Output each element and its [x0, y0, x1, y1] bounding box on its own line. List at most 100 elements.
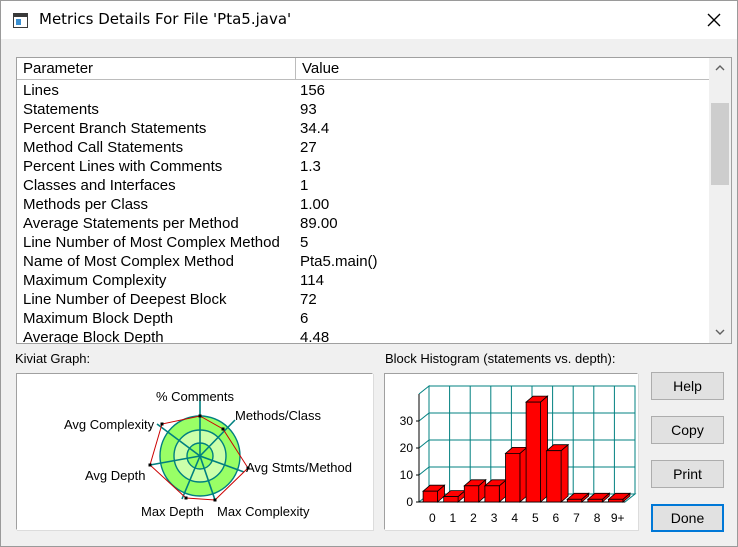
kiviat-graph-svg: % Comments Methods/Class Avg Stmts/Metho…	[64, 389, 352, 519]
help-button[interactable]: Help	[651, 372, 724, 400]
copy-button[interactable]: Copy	[651, 416, 724, 444]
value-cell: 1.00	[300, 196, 330, 213]
histogram-y-tick-label: 10	[400, 468, 414, 482]
list-item[interactable]: Line Number of Most Complex Method 5	[17, 233, 709, 252]
kiviat-graph: % Comments Methods/Class Avg Stmts/Metho…	[16, 373, 373, 530]
kiviat-axis-line	[149, 455, 201, 466]
block-histogram: 0 10 20 30 0 1 2 3 4 5 6 7 8 9+	[384, 373, 638, 530]
value-cell: 93	[300, 101, 317, 118]
histogram-x-tick-label: 3	[491, 511, 498, 525]
list-item[interactable]: Statements 93	[17, 100, 709, 119]
kiviat-vertex	[184, 496, 188, 500]
kiviat-points	[148, 414, 250, 502]
histogram-bar	[463, 485, 480, 503]
list-item[interactable]: Average Block Depth 4.48	[17, 328, 709, 344]
print-button[interactable]: Print	[651, 460, 724, 488]
kiviat-axis-label-avg-depth: Avg Depth	[85, 468, 145, 483]
value-cell: 4.48	[300, 329, 330, 344]
histogram-bar-side	[560, 443, 569, 503]
value-cell: 114	[300, 272, 324, 289]
kiviat-polygon	[149, 415, 249, 501]
histogram-x-tick-label: 8	[594, 511, 601, 525]
chevron-up-icon	[715, 65, 725, 71]
histogram-bar	[546, 450, 562, 503]
kiviat-axis-label-comments: % Comments	[156, 389, 235, 404]
value-cell: 5	[300, 234, 309, 251]
kiviat-label: Kiviat Graph:	[15, 351, 91, 366]
histogram-label: Block Histogram (statements vs. depth):	[385, 351, 616, 366]
app-window-icon	[13, 13, 28, 28]
column-header-value[interactable]: Value	[302, 60, 340, 77]
parameter-cell: Average Statements per Method	[23, 215, 239, 232]
kiviat-vertex	[148, 463, 152, 467]
kiviat-axis-line	[199, 455, 245, 473]
list-item[interactable]: Methods per Class 1.00	[17, 195, 709, 214]
parameter-cell: Method Call Statements	[23, 139, 184, 156]
metrics-list[interactable]: Parameter Value Lines 156 Statements 93 Perc…	[16, 57, 732, 344]
parameter-cell: Classes and Interfaces	[23, 177, 176, 194]
list-item[interactable]: Lines 156	[17, 81, 709, 100]
value-cell: 1.3	[300, 158, 321, 175]
kiviat-axis-label-max-depth: Max Depth	[141, 504, 204, 519]
window-title: Metrics Details For File 'Pta5.java'	[39, 10, 292, 28]
scroll-up-button[interactable]	[709, 58, 731, 78]
kiviat-vertex	[198, 414, 202, 418]
kiviat-axis-label-avg-stmts: Avg Stmts/Method	[246, 460, 352, 475]
list-item[interactable]: Average Statements per Method 89.00	[17, 214, 709, 233]
histogram-x-tick-label: 5	[532, 511, 539, 525]
kiviat-axis-line	[199, 419, 236, 457]
title-bar[interactable]: Metrics Details For File 'Pta5.java'	[1, 1, 737, 39]
list-item[interactable]: Percent Lines with Comments 1.3	[17, 157, 709, 176]
histogram-bar	[566, 498, 583, 503]
close-button[interactable]	[691, 1, 737, 39]
histogram-grid-depth	[418, 439, 430, 449]
value-cell: 1	[300, 177, 309, 194]
list-rows: Lines 156 Statements 93 Percent Branch State…	[17, 81, 709, 344]
parameter-cell: Statements	[23, 101, 99, 118]
list-item[interactable]: Percent Branch Statements 34.4	[17, 119, 709, 138]
kiviat-vertex	[246, 466, 250, 470]
done-button[interactable]: Done	[651, 504, 724, 532]
parameter-cell: Percent Lines with Comments	[23, 158, 223, 175]
column-header-parameter[interactable]: Parameter	[17, 58, 296, 79]
kiviat-vertex	[221, 427, 225, 431]
list-item[interactable]: Name of Most Complex Method Pta5.main()	[17, 252, 709, 271]
value-cell: 6	[300, 310, 309, 327]
kiviat-axis-line	[199, 455, 216, 501]
histogram-x-tick-label: 2	[470, 511, 477, 525]
histogram-grid-depth	[418, 412, 430, 422]
scrollbar-thumb[interactable]	[711, 103, 729, 185]
kiviat-axis-line	[181, 455, 201, 500]
list-item[interactable]: Classes and Interfaces 1	[17, 176, 709, 195]
histogram-y-tick-label: 30	[400, 414, 414, 428]
list-item[interactable]: Method Call Statements 27	[17, 138, 709, 157]
histogram-bar	[608, 498, 624, 503]
parameter-cell: Methods per Class	[23, 196, 149, 213]
list-item[interactable]: Maximum Complexity 114	[17, 271, 709, 290]
histogram-x-tick-label: 7	[573, 511, 580, 525]
list-item[interactable]: Maximum Block Depth 6	[17, 309, 709, 328]
vertical-scrollbar[interactable]	[709, 58, 731, 343]
kiviat-axis-label-avg-complexity: Avg Complexity	[64, 417, 155, 432]
parameter-cell: Average Block Depth	[23, 329, 164, 344]
scroll-down-button[interactable]	[709, 323, 731, 343]
parameter-cell: Lines	[23, 82, 59, 99]
kiviat-vertex	[213, 498, 217, 502]
histogram-x-tick-label: 4	[511, 511, 518, 525]
value-cell: 27	[300, 139, 317, 156]
kiviat-vertex	[160, 422, 164, 426]
histogram-bar	[422, 490, 438, 503]
kiviat-axis-label-max-complexity: Max Complexity	[217, 504, 310, 519]
kiviat-axis-label-methods-class: Methods/Class	[235, 408, 321, 423]
list-item[interactable]: Line Number of Deepest Block 72	[17, 290, 709, 309]
histogram-y-tick-label: 0	[406, 495, 413, 509]
chevron-down-icon	[715, 329, 725, 335]
histogram-y-tick-label: 20	[400, 441, 414, 455]
close-icon	[707, 13, 721, 27]
histogram-bar	[587, 498, 603, 503]
histogram-bar	[484, 485, 500, 503]
kiviat-axes	[149, 394, 245, 501]
histogram-bar	[525, 401, 541, 503]
